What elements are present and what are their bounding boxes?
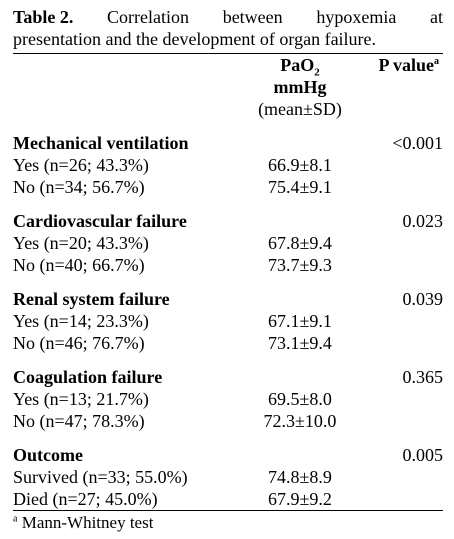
table-row: No (n=46; 76.7%) 73.1±9.4	[13, 332, 443, 354]
header-pao2: PaO2 mmHg (mean±SD)	[245, 54, 355, 120]
row-empty	[355, 488, 443, 510]
footnote: a Mann-Whitney test	[13, 513, 154, 532]
section-p-value: 0.039	[402, 289, 444, 309]
caption-word: Correlation	[107, 7, 190, 27]
table-caption: Table 2. Correlation between hypoxemia a…	[13, 6, 443, 50]
section-empty	[245, 120, 355, 154]
table-row: Yes (n=20; 43.3%) 67.8±9.4	[13, 232, 443, 254]
row-empty	[355, 254, 443, 276]
row-empty	[355, 154, 443, 176]
row-value: 67.9±9.2	[268, 489, 332, 509]
row-label: No (n=40; 66.7%)	[13, 255, 145, 275]
row-label: Yes (n=14; 23.3%)	[13, 311, 149, 331]
table-row: Yes (n=26; 43.3%) 66.9±8.1	[13, 154, 443, 176]
table-row: No (n=34; 56.7%) 75.4±9.1	[13, 176, 443, 198]
table-row: Died (n=27; 45.0%) 67.9±9.2	[13, 488, 443, 510]
row-label: Died (n=27; 45.0%)	[13, 489, 158, 509]
section-header-row: Coagulation failure 0.365	[13, 354, 443, 388]
table-row: Survived (n=33; 55.0%) 74.8±8.9	[13, 466, 443, 488]
row-empty	[355, 410, 443, 432]
table-row: Yes (n=13; 21.7%) 69.5±8.0	[13, 388, 443, 410]
row-value: 74.8±8.9	[268, 467, 332, 487]
header-stat: (mean±SD)	[258, 99, 342, 119]
caption-line-2: presentation and the development of orga…	[13, 29, 377, 49]
section-title: Outcome	[13, 445, 83, 465]
row-label: Yes (n=26; 43.3%)	[13, 155, 149, 175]
top-rule	[13, 53, 443, 54]
section-header-row: Cardiovascular failure 0.023	[13, 198, 443, 232]
row-empty	[355, 388, 443, 410]
row-label: No (n=46; 76.7%)	[13, 333, 145, 353]
caption-word: at	[429, 7, 443, 27]
section-title: Mechanical ventilation	[13, 133, 189, 153]
row-value: 73.1±9.4	[268, 333, 332, 353]
row-label: No (n=34; 56.7%)	[13, 177, 145, 197]
row-value: 73.7±9.3	[268, 255, 332, 275]
section-empty	[245, 198, 355, 232]
row-empty	[355, 232, 443, 254]
caption-label: Table 2.	[13, 7, 74, 27]
table-container: Table 2. Correlation between hypoxemia a…	[13, 6, 443, 533]
row-empty	[355, 466, 443, 488]
section-p-value: 0.023	[402, 211, 444, 231]
table-body: Mechanical ventilation <0.001 Yes (n=26; 4…	[13, 120, 443, 510]
row-value: 75.4±9.1	[268, 177, 332, 197]
section-empty	[245, 276, 355, 310]
section-p-value: <0.001	[392, 133, 443, 153]
data-table: PaO2 mmHg (mean±SD) P valuea Mechanical …	[13, 54, 443, 510]
header-unit: mmHg	[273, 77, 327, 97]
header-empty	[13, 54, 245, 120]
row-value: 67.8±9.4	[268, 233, 332, 253]
table-row: No (n=40; 66.7%) 73.7±9.3	[13, 254, 443, 276]
section-title: Renal system failure	[13, 289, 170, 309]
row-value: 67.1±9.1	[268, 311, 332, 331]
section-empty	[245, 354, 355, 388]
section-header-row: Renal system failure 0.039	[13, 276, 443, 310]
section-title: Cardiovascular failure	[13, 211, 187, 231]
section-empty	[245, 432, 355, 466]
caption-word: between	[222, 7, 283, 27]
table-row: No (n=47; 78.3%) 72.3±10.0	[13, 410, 443, 432]
row-empty	[355, 332, 443, 354]
row-label: Yes (n=20; 43.3%)	[13, 233, 149, 253]
caption-line-1: Table 2. Correlation between hypoxemia a…	[13, 6, 443, 28]
section-header-row: Mechanical ventilation <0.001	[13, 120, 443, 154]
section-title: Coagulation failure	[13, 367, 163, 387]
section-header-row: Outcome 0.005	[13, 432, 443, 466]
row-value: 66.9±8.1	[268, 155, 332, 175]
row-value: 72.3±10.0	[263, 411, 337, 431]
caption-word: hypoxemia	[316, 7, 397, 27]
section-p-value: 0.365	[402, 367, 444, 387]
header-row: PaO2 mmHg (mean±SD) P valuea	[13, 54, 443, 120]
row-empty	[355, 310, 443, 332]
row-empty	[355, 176, 443, 198]
bottom-rule	[13, 510, 443, 511]
section-p-value: 0.005	[402, 445, 444, 465]
row-label: No (n=47; 78.3%)	[13, 411, 145, 431]
row-value: 69.5±8.0	[268, 389, 332, 409]
table-row: Yes (n=14; 23.3%) 67.1±9.1	[13, 310, 443, 332]
row-label: Yes (n=13; 21.7%)	[13, 389, 149, 409]
row-label: Survived (n=33; 55.0%)	[13, 467, 188, 487]
header-pvalue: P valuea	[378, 55, 439, 75]
